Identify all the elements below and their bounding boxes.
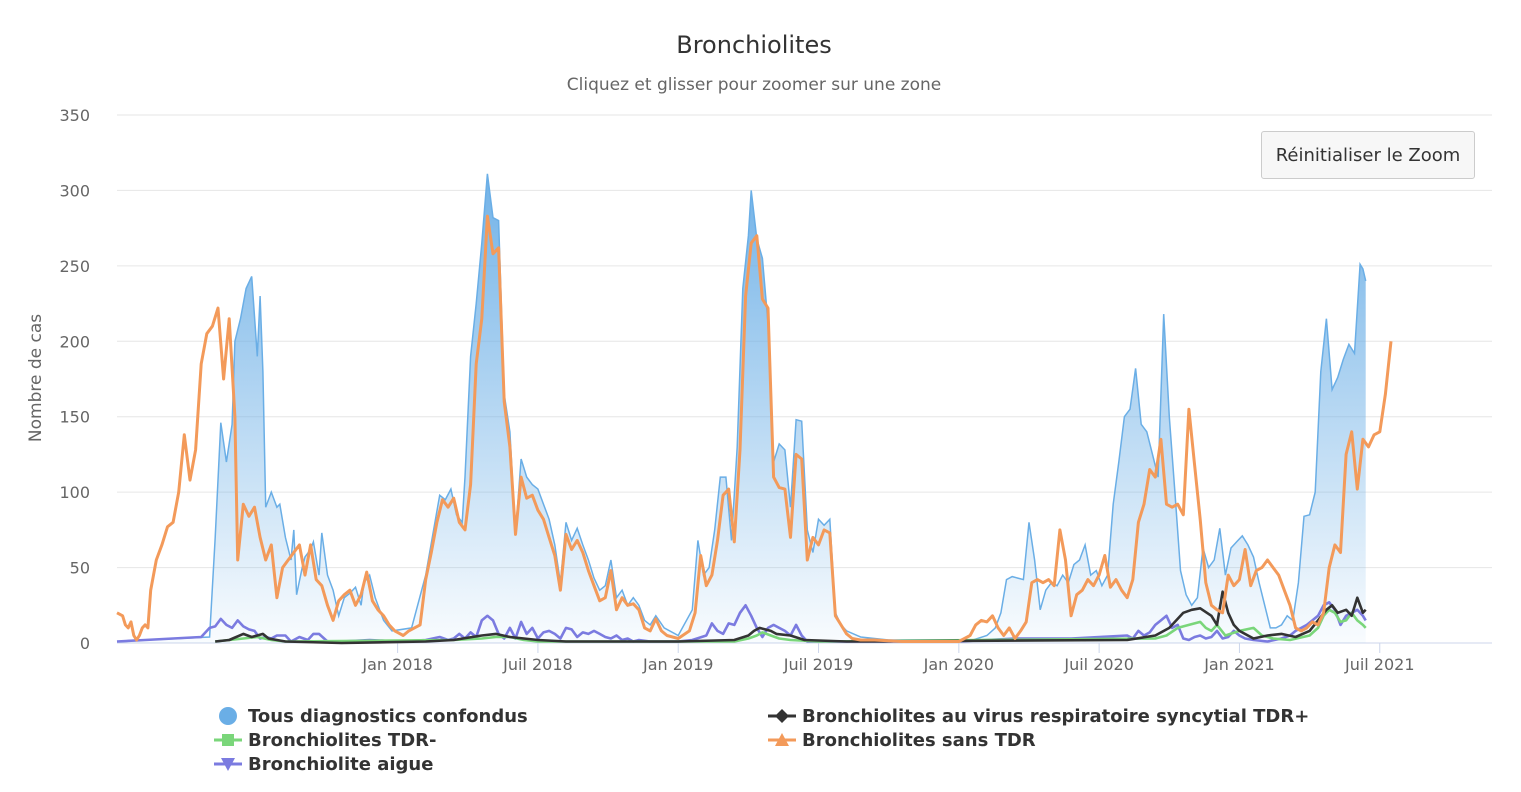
y-tick-label: 200 [59,332,90,351]
legend-item: Bronchiolites sans TDR [768,730,1036,751]
x-tick-label: Jan 2020 [923,655,994,674]
y-axis-label: Nombre de cas [26,314,46,442]
legend-item: Bronchiolite aigue [214,754,433,775]
y-tick-label: 250 [59,257,90,276]
legend-marker [222,734,234,746]
legend-label: Bronchiolites au virus respiratoire sync… [802,706,1309,727]
legend-item: Bronchiolites TDR- [214,730,436,751]
legend-label: Tous diagnostics confondus [248,706,528,727]
legend-item: Bronchiolites au virus respiratoire sync… [768,706,1309,727]
y-tick-label: 150 [59,408,90,427]
y-tick-label: 50 [70,559,90,578]
x-tick-label: Juil 2020 [1063,655,1134,674]
y-tick-label: 0 [80,634,90,653]
y-tick-label: 350 [59,106,90,125]
chart-title: Bronchiolites [676,31,831,59]
x-tick-label: Juil 2018 [502,655,573,674]
series-line [215,590,1367,645]
x-tick-label: Juil 2019 [783,655,854,674]
chart-subtitle: Cliquez et glisser pour zoomer sur une z… [567,75,942,95]
series-line [215,608,1367,643]
y-tick-label: 300 [59,181,90,200]
legend-label: Bronchiolite aigue [248,754,433,775]
series-area-line [116,173,1367,643]
legend: Tous diagnostics confondus Bronchiolites … [214,706,1309,775]
reset-zoom-button[interactable]: Réinitialiser le Zoom [1261,131,1475,179]
legend-symbol [219,707,237,725]
x-tick-label: Jan 2018 [361,655,432,674]
legend-item: Tous diagnostics confondus [219,706,528,727]
x-tick-label: Jan 2019 [642,655,713,674]
legend-label: Bronchiolites sans TDR [802,730,1036,751]
legend-label: Bronchiolites TDR- [248,730,436,751]
y-axis: 0 50 100 150 200 250 300 350 [59,106,90,653]
x-tick-label: Juil 2021 [1344,655,1415,674]
x-axis: Jan 2018 Juil 2018 Jan 2019 Juil 2019 Jan 20… [117,642,1492,674]
plot-area[interactable] [116,173,1393,645]
series-line [116,214,1393,643]
legend-marker [775,733,789,746]
legend-marker [221,758,235,771]
legend-marker [775,709,789,723]
x-tick-label: Jan 2021 [1203,655,1274,674]
y-tick-label: 100 [59,483,90,502]
